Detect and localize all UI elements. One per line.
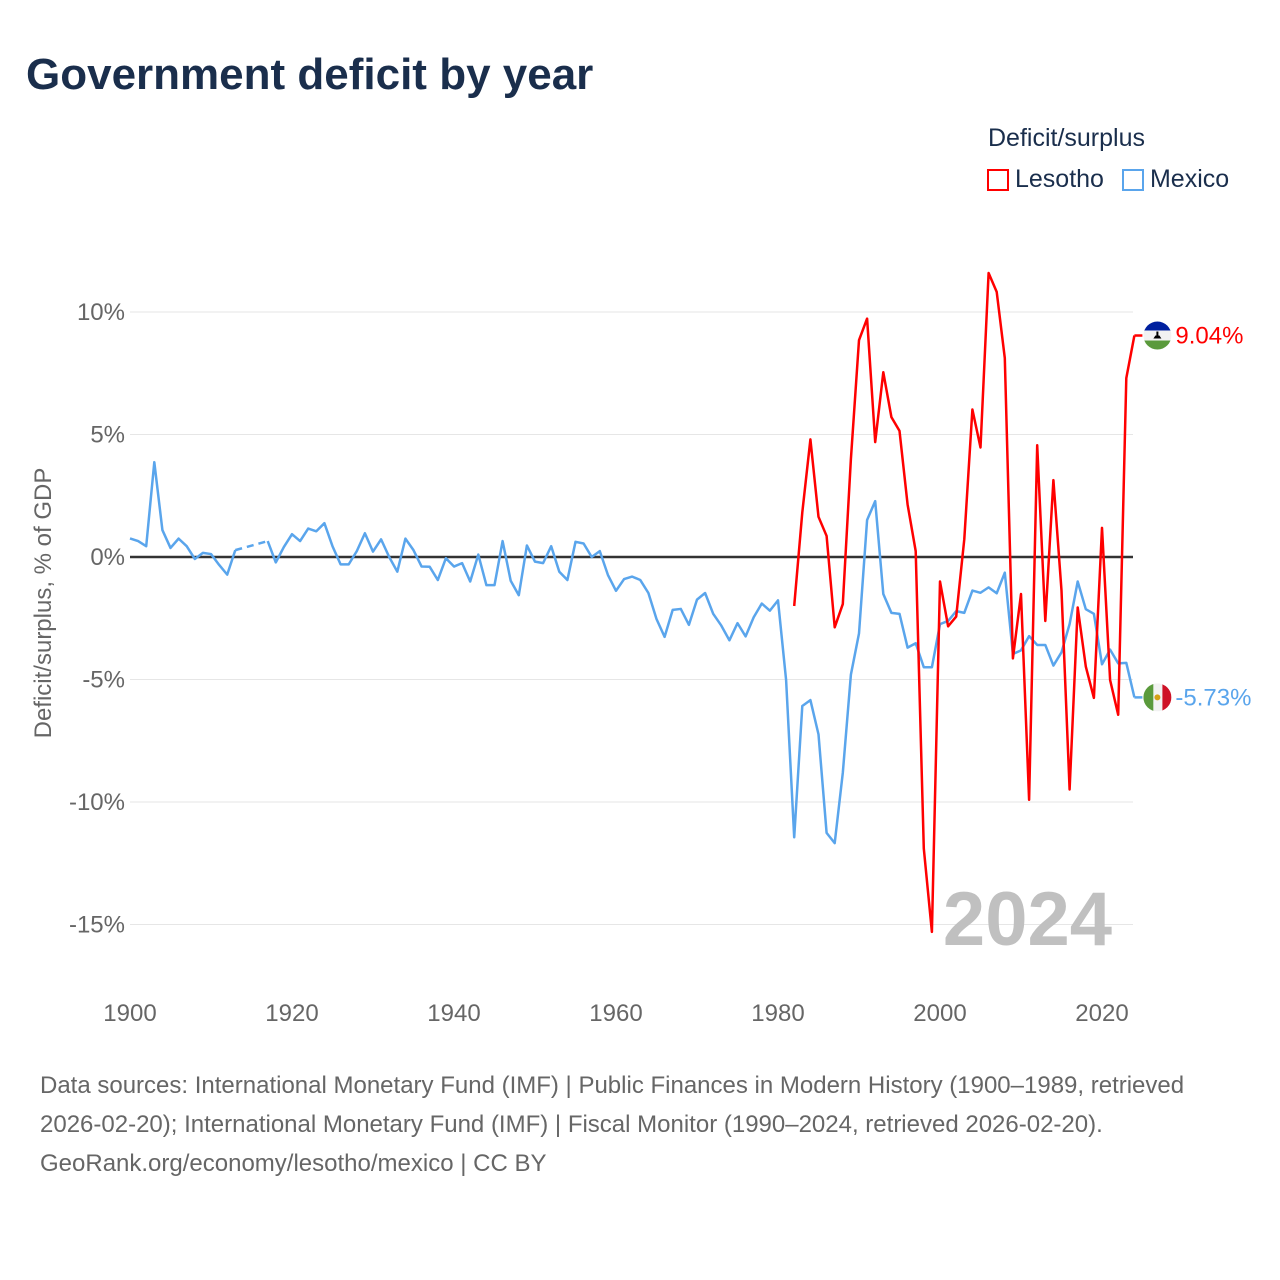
x-tick-label: 1960: [589, 1000, 642, 1027]
y-tick-label: 0%: [90, 544, 125, 571]
legend: Deficit/surplus Lesotho Mexico: [987, 124, 1230, 194]
data-sources: Data sources: International Monetary Fun…: [40, 1072, 1185, 1138]
y-axis-label: Deficit/surplus, % of GDP: [30, 468, 57, 739]
footer: Data sources: International Monetary Fun…: [40, 1066, 1240, 1183]
x-tick-label: 1920: [265, 1000, 318, 1027]
credit-link[interactable]: GeoRank.org/economy/lesotho/mexico | CC …: [40, 1150, 547, 1177]
legend-item-lesotho[interactable]: Lesotho: [987, 165, 1104, 194]
y-tick-label: -10%: [69, 789, 125, 816]
legend-label-mexico: Mexico: [1149, 165, 1230, 193]
legend-item-mexico[interactable]: Mexico: [1121, 165, 1230, 194]
x-tick-label: 1980: [751, 1000, 804, 1027]
series-gap-mexico: [234, 539, 269, 552]
y-tick-label: 10%: [77, 299, 125, 326]
y-tick-label: -5%: [82, 667, 125, 694]
legend-swatch-mexico: [1121, 168, 1144, 191]
x-tick-label: 1900: [103, 1000, 156, 1027]
y-tick-label: 5%: [90, 422, 125, 449]
x-tick-label: 2020: [1075, 1000, 1128, 1027]
end-value-label-mexico: -5.73%: [1175, 684, 1251, 711]
series-line-mexico: [266, 499, 1136, 845]
page-title: Government deficit by year: [26, 50, 594, 99]
year-watermark: 2024: [943, 877, 1112, 962]
legend-title: Deficit/surplus: [988, 124, 1145, 152]
series-line-lesotho: [792, 271, 1136, 934]
flag-lesotho-icon: [1143, 321, 1172, 350]
x-tick-label: 1940: [427, 1000, 480, 1027]
series-line-mexico: [129, 460, 237, 576]
flag-mexico-icon: [1143, 683, 1172, 712]
x-tick-label: 2000: [913, 1000, 966, 1027]
y-tick-label: -15%: [69, 912, 125, 939]
legend-swatch-lesotho: [987, 168, 1009, 191]
legend-label-lesotho: Lesotho: [1015, 165, 1104, 193]
end-value-label-lesotho: 9.04%: [1175, 323, 1243, 350]
